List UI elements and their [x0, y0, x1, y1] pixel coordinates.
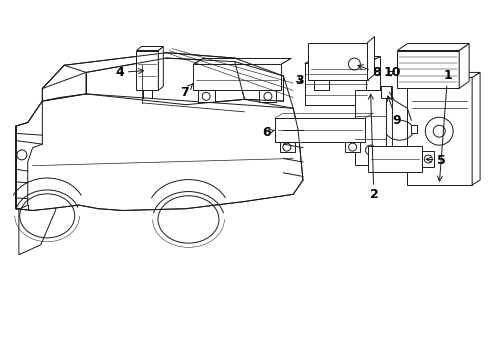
Polygon shape [407, 72, 479, 77]
Polygon shape [42, 65, 86, 101]
Polygon shape [16, 94, 303, 211]
Polygon shape [158, 46, 163, 90]
Polygon shape [304, 57, 380, 63]
Polygon shape [397, 50, 458, 88]
Polygon shape [381, 86, 390, 98]
Polygon shape [354, 90, 386, 165]
Text: 4: 4 [115, 66, 143, 79]
Polygon shape [344, 142, 359, 152]
Polygon shape [366, 57, 380, 105]
Polygon shape [367, 146, 422, 172]
Polygon shape [259, 90, 275, 102]
Text: 8: 8 [357, 65, 380, 79]
Polygon shape [304, 63, 366, 105]
Polygon shape [86, 58, 244, 105]
Polygon shape [136, 46, 163, 50]
Text: 5: 5 [426, 154, 445, 167]
Polygon shape [458, 44, 468, 88]
Text: 2: 2 [367, 94, 378, 202]
Polygon shape [367, 37, 374, 80]
Polygon shape [16, 101, 42, 209]
Polygon shape [471, 72, 479, 185]
Polygon shape [19, 140, 56, 255]
Text: 6: 6 [262, 126, 274, 139]
Text: 10: 10 [383, 66, 400, 79]
Polygon shape [279, 142, 294, 152]
Polygon shape [274, 118, 364, 142]
Polygon shape [386, 86, 392, 165]
Text: 3: 3 [294, 74, 303, 87]
Polygon shape [307, 42, 367, 80]
Text: 9: 9 [386, 96, 400, 127]
Text: 7: 7 [180, 84, 192, 99]
Polygon shape [407, 77, 471, 185]
Polygon shape [397, 44, 468, 50]
Polygon shape [193, 64, 280, 90]
Text: 1: 1 [437, 69, 451, 181]
Polygon shape [313, 80, 328, 90]
Polygon shape [42, 53, 283, 105]
Polygon shape [410, 125, 416, 133]
Polygon shape [198, 90, 215, 102]
Polygon shape [422, 151, 433, 167]
Polygon shape [136, 50, 158, 90]
Polygon shape [193, 58, 290, 64]
